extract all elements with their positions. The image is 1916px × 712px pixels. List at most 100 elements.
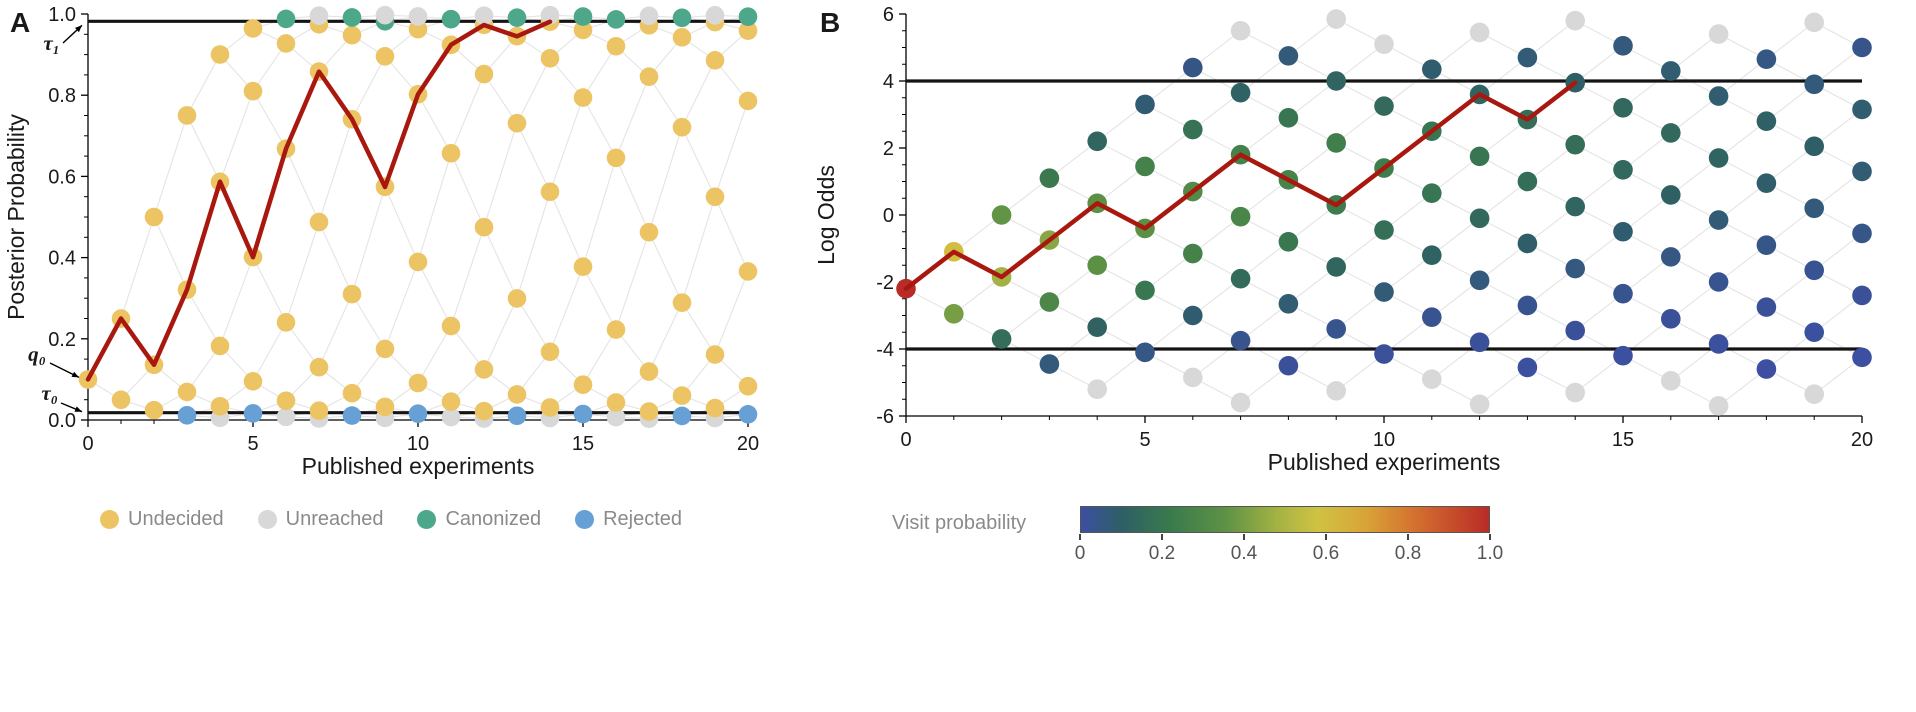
colorbar-tick bbox=[1407, 534, 1409, 540]
state-dot-canonized bbox=[342, 8, 362, 27]
state-dot-undecided bbox=[573, 375, 593, 394]
visit-probability-dot bbox=[1326, 133, 1346, 153]
visit-probability-dot bbox=[1135, 94, 1155, 115]
state-dot-unreached bbox=[705, 5, 725, 25]
visit-probability-dot bbox=[1708, 396, 1729, 416]
visit-probability-dot bbox=[1087, 131, 1107, 152]
sample-path bbox=[903, 80, 1578, 291]
state-dot-undecided bbox=[573, 20, 593, 40]
visit-probability-dot bbox=[1852, 37, 1872, 58]
state-dot-undecided bbox=[474, 64, 494, 84]
visit-probability-dot bbox=[1422, 59, 1442, 80]
visit-probability-dot bbox=[1565, 10, 1585, 31]
state-dot-undecided bbox=[672, 386, 692, 405]
x-tick-label: 10 bbox=[407, 433, 429, 455]
state-dot-undecided bbox=[738, 262, 758, 281]
y-tick-label: 0.8 bbox=[48, 85, 76, 107]
visit-probability-dot bbox=[1469, 208, 1490, 229]
state-dot-undecided bbox=[177, 106, 197, 125]
legend: Undecided Unreached Canonized Rejected bbox=[100, 508, 682, 531]
visit-probability-dot bbox=[1804, 322, 1824, 343]
visit-probability-dot bbox=[1661, 123, 1681, 143]
state-dot-undecided bbox=[474, 217, 494, 237]
y-tick-label: 1.0 bbox=[48, 4, 76, 26]
visit-probability-dot bbox=[1565, 382, 1585, 403]
visit-probability-dot bbox=[1278, 232, 1299, 252]
colorbar-tick-label: 0 bbox=[1074, 543, 1086, 564]
state-dot-undecided bbox=[309, 212, 329, 232]
state-dot-unreached bbox=[441, 407, 461, 427]
state-dot-undecided bbox=[144, 207, 164, 227]
visit-probability-dot bbox=[1661, 185, 1681, 205]
colorbar-tick-label: 0.4 bbox=[1230, 543, 1258, 564]
y-axis-label: Log Odds bbox=[813, 165, 839, 265]
y-tick-label: 2 bbox=[883, 138, 894, 160]
state-dot-undecided bbox=[474, 360, 494, 379]
state-dot-undecided bbox=[573, 88, 593, 107]
x-tick-label: 20 bbox=[737, 433, 759, 455]
unreached-dot-swatch bbox=[257, 510, 277, 529]
visit-probability-dot bbox=[1183, 367, 1203, 388]
visit-probability-dot bbox=[1613, 283, 1633, 304]
visit-probability-dot bbox=[1708, 272, 1729, 292]
visit-probability-dot bbox=[1708, 24, 1729, 44]
state-dot-rejected bbox=[243, 404, 263, 423]
state-dot-undecided bbox=[144, 400, 164, 420]
visit-probability-dot bbox=[1087, 255, 1107, 276]
state-dot-undecided bbox=[672, 27, 692, 47]
x-tick-label: 10 bbox=[1373, 429, 1395, 451]
colorbar-label: Visit probability bbox=[892, 512, 1027, 534]
visit-probability-dot bbox=[1278, 355, 1299, 376]
y-tick-label: -4 bbox=[876, 339, 894, 361]
visit-probability-dot bbox=[1613, 345, 1633, 366]
state-dot-undecided bbox=[507, 289, 527, 308]
visit-probability-dot bbox=[1469, 332, 1490, 353]
visit-probability-dot bbox=[1852, 285, 1872, 306]
visit-probability-dot bbox=[1278, 108, 1299, 128]
state-dot-undecided bbox=[375, 47, 395, 66]
state-dot-undecided bbox=[672, 293, 692, 312]
visit-probability-dot bbox=[1183, 119, 1203, 140]
state-dot-rejected bbox=[573, 404, 593, 424]
visit-probability-dot bbox=[944, 304, 964, 324]
state-dot-undecided bbox=[210, 45, 230, 64]
x-tick-label: 5 bbox=[247, 433, 258, 455]
visit-probability-dot bbox=[1708, 86, 1729, 106]
visit-probability-dot bbox=[1326, 71, 1346, 91]
visit-probability-dot bbox=[1708, 148, 1729, 168]
visit-probability-dot bbox=[1374, 96, 1394, 116]
rejected-dot-swatch bbox=[575, 510, 595, 529]
visit-probability-dot bbox=[1708, 334, 1729, 354]
state-dot-unreached bbox=[606, 407, 626, 427]
visit-probability-dot bbox=[1278, 46, 1299, 66]
visit-probability-dot bbox=[1613, 36, 1633, 56]
state-dot-canonized bbox=[573, 7, 593, 26]
visit-probability-dot bbox=[1326, 381, 1346, 401]
visit-probability-dot bbox=[1756, 235, 1777, 255]
colorbar-tick bbox=[1079, 534, 1081, 540]
visit-probability-dot bbox=[1135, 280, 1155, 301]
visit-probability-dot bbox=[1756, 111, 1777, 131]
state-dot-undecided bbox=[705, 398, 725, 418]
state-dot-undecided bbox=[243, 19, 263, 38]
y-tick-label: -2 bbox=[876, 272, 894, 294]
visit-probability-dot bbox=[1230, 330, 1251, 351]
y-tick-label: 0.0 bbox=[48, 410, 76, 432]
visit-probability-dot bbox=[1422, 369, 1442, 389]
state-dot-undecided bbox=[309, 401, 329, 420]
legend-item-undecided: Undecided bbox=[100, 508, 224, 531]
legend-label-canonized: Canonized bbox=[445, 508, 542, 530]
state-dot-rejected bbox=[342, 406, 362, 425]
state-dot-undecided bbox=[441, 392, 461, 411]
panel-a-plot: 0.0 0.2 0.4 0.6 0.8 1.0 0 5 10 15 20 Published expe… bbox=[3, 4, 759, 479]
y-tick-label: 0 bbox=[883, 205, 894, 227]
state-dot-rejected bbox=[738, 404, 758, 424]
x-tick-label: 15 bbox=[572, 433, 594, 455]
colorbar-tick bbox=[1325, 534, 1327, 540]
state-dot-undecided bbox=[738, 21, 758, 40]
state-dot-undecided bbox=[342, 383, 362, 403]
visit-probability-dot bbox=[1087, 379, 1107, 400]
visit-probability-dot bbox=[1374, 344, 1394, 364]
visit-probability-dot bbox=[1613, 98, 1633, 118]
state-dot-undecided bbox=[507, 113, 527, 133]
